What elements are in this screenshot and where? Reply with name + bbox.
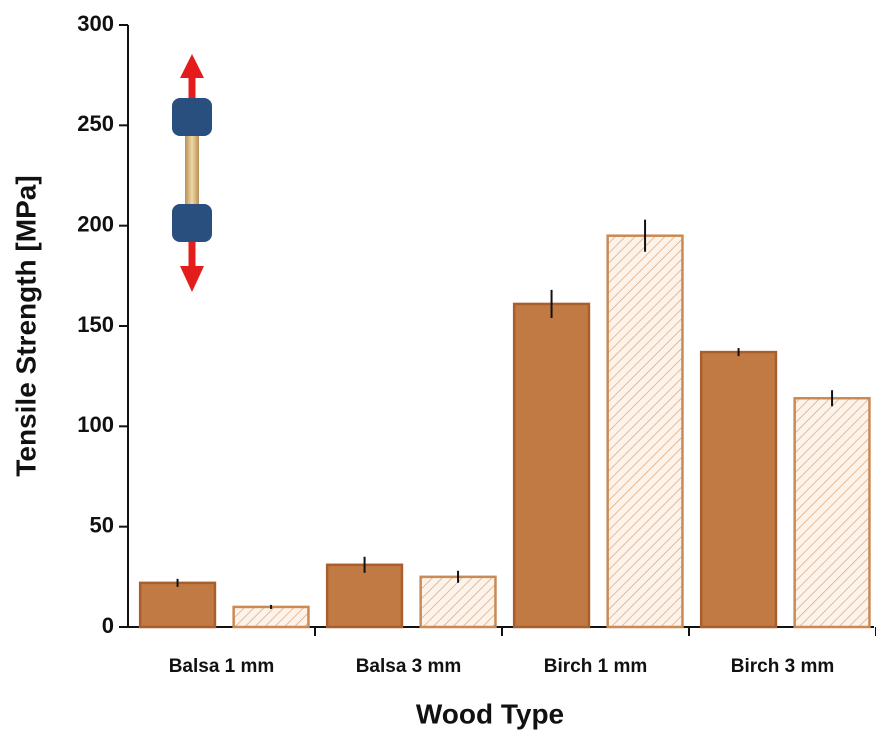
y-tick-label: 100 — [77, 412, 114, 437]
x-axis-label: Wood Type — [416, 698, 564, 729]
x-tick-label: Birch 3 mm — [731, 656, 834, 677]
y-tick-label: 200 — [77, 211, 114, 236]
bar — [795, 398, 870, 627]
x-tick-label: Balsa 1 mm — [169, 656, 275, 677]
y-tick-label: 150 — [77, 312, 114, 337]
y-axis-label: Tensile Strength [MPa] — [10, 175, 41, 476]
bar — [608, 236, 683, 627]
chart: Wood Type Tensile Strength [MPa] 0 50 100 1… — [0, 0, 876, 734]
y-tick-label: 250 — [77, 111, 114, 136]
y-tick-label: 300 — [77, 11, 114, 36]
bar — [327, 565, 402, 627]
y-tick-label: 0 — [102, 613, 114, 638]
tensile-icon — [172, 54, 212, 292]
bar — [234, 607, 309, 627]
x-tick-label: Balsa 3 mm — [356, 656, 462, 677]
bar — [701, 352, 776, 627]
bar — [514, 304, 589, 627]
bar — [421, 577, 496, 627]
bar — [140, 583, 215, 627]
x-tick-label: Birch 1 mm — [544, 656, 647, 677]
y-tick-label: 50 — [90, 512, 114, 537]
